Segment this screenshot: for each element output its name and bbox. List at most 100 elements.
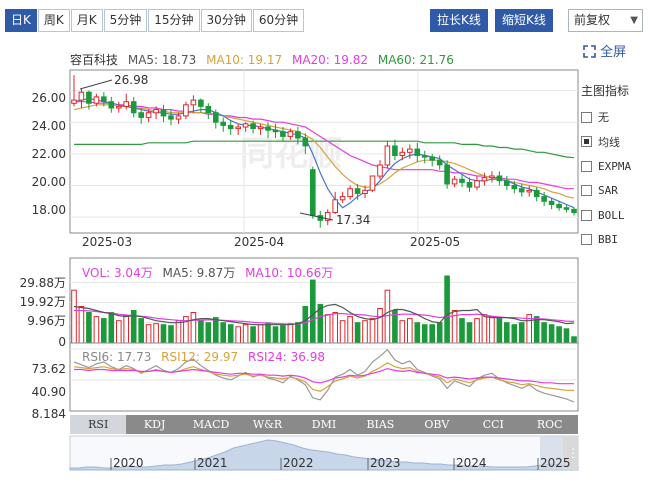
main-indicator-title: 主图指标	[581, 84, 630, 98]
y-tick: 26.00	[32, 91, 66, 105]
checkbox[interactable]	[581, 234, 592, 246]
indicator-bbi[interactable]: BBI	[581, 228, 647, 253]
high-annotation-line	[79, 79, 113, 90]
checkbox[interactable]	[581, 209, 592, 221]
ma60-line	[74, 140, 575, 159]
volume-bar	[407, 318, 413, 344]
candle	[130, 101, 137, 114]
candle	[511, 185, 518, 190]
tab-roc[interactable]: ROC	[536, 418, 563, 431]
volume-legend: VOL: 3.04万 MA5: 9.87万 MA10: 10.66万	[82, 264, 339, 281]
candle	[392, 145, 398, 156]
stretch-kline-button[interactable]: 拉长K线	[430, 9, 488, 32]
candle	[332, 199, 338, 214]
volume-bar	[108, 312, 115, 344]
volume-bar	[213, 317, 219, 344]
tab-cci[interactable]: CCI	[482, 418, 504, 431]
candle	[145, 112, 152, 118]
volume-bar	[518, 322, 525, 344]
checkbox[interactable]	[581, 160, 592, 172]
tab-week-k[interactable]: 周K	[37, 9, 70, 32]
candle	[153, 109, 159, 114]
volume-bar	[504, 322, 510, 344]
volume-bar	[496, 318, 503, 344]
chevron-down-icon: ▼	[630, 15, 638, 26]
indicator-ma[interactable]: 均线	[581, 130, 647, 155]
adjust-type-select[interactable]: 前复权 ▼	[568, 9, 643, 32]
rsi6-legend: RSI6: 17.73	[82, 350, 152, 364]
candle	[384, 145, 391, 166]
tab-month-k[interactable]: 月K	[70, 9, 103, 32]
volume-bar	[190, 312, 197, 344]
indicator-boll[interactable]: BOLL	[581, 203, 647, 228]
ma5-line	[73, 97, 575, 209]
volume-bar	[414, 322, 421, 344]
rsi24-legend: RSI24: 36.98	[247, 350, 325, 364]
indicator-sar[interactable]: SAR	[581, 179, 647, 204]
checkbox-checked[interactable]	[581, 136, 592, 148]
tab-macd[interactable]: MACD	[192, 418, 230, 431]
volume-bar	[93, 316, 100, 344]
volume-bar	[392, 310, 398, 344]
volume-bar	[242, 324, 249, 344]
volume-bar	[145, 324, 152, 344]
candle	[399, 151, 406, 157]
y-tick: 22.00	[32, 147, 66, 161]
volume-bar	[183, 316, 189, 344]
tab-30min[interactable]: 30分钟	[200, 9, 252, 32]
volume-bar	[459, 318, 465, 344]
tab-dmi[interactable]: DMI	[311, 418, 337, 431]
tab-bias[interactable]: BIAS	[366, 418, 395, 431]
candle	[175, 115, 182, 120]
volume-bar	[265, 322, 271, 344]
tab-rsi[interactable]: RSI	[70, 415, 127, 434]
volume-bar	[198, 320, 204, 344]
volume-bar	[429, 324, 435, 344]
candle	[339, 196, 346, 201]
nav-year: 2020	[113, 456, 144, 470]
checkbox[interactable]	[581, 111, 592, 123]
fullscreen-icon	[583, 45, 596, 58]
candle	[213, 112, 219, 123]
volume-bar	[347, 316, 353, 344]
watermark-icon: 同花顺	[240, 134, 342, 174]
candle	[548, 200, 555, 206]
volume-bar	[227, 324, 234, 344]
volume-bar	[362, 320, 368, 344]
rsi-y-tick: 40.90	[32, 385, 66, 399]
volume-bar	[451, 310, 458, 344]
volume-bar	[384, 289, 391, 344]
indicator-expma[interactable]: EXPMA	[581, 154, 647, 179]
candle	[108, 101, 115, 109]
volume-bar	[526, 314, 533, 344]
checkbox[interactable]	[581, 185, 592, 197]
candle	[518, 188, 525, 193]
candle	[571, 208, 577, 214]
candle	[556, 204, 562, 209]
volume-bar	[101, 318, 107, 344]
tab-obv[interactable]: OBV	[424, 418, 450, 431]
navigator	[69, 435, 579, 471]
indicator-none[interactable]: 无	[581, 105, 647, 130]
tab-60min[interactable]: 60分钟	[252, 9, 305, 32]
candle	[101, 96, 107, 103]
tab-15min[interactable]: 15分钟	[148, 9, 200, 32]
tab-kdj[interactable]: KDJ	[143, 418, 166, 431]
candle	[93, 96, 100, 104]
shrink-kline-button[interactable]: 缩短K线	[495, 9, 553, 32]
volume-bar	[116, 320, 122, 344]
tab-day-k[interactable]: 日K	[5, 9, 37, 32]
nav-year: 2023	[370, 456, 401, 470]
ma10-legend: MA10: 19.17	[206, 53, 283, 67]
tab-wr[interactable]: W&R	[252, 418, 283, 431]
candle	[205, 105, 212, 114]
candle	[414, 148, 421, 156]
volume-bar	[332, 312, 338, 344]
fullscreen-button[interactable]: 全屏	[583, 41, 626, 60]
x-tick: 2025-03	[82, 235, 132, 249]
vol-y-tick: 9.96万	[27, 314, 66, 328]
volume-bar	[444, 275, 450, 344]
tab-5min[interactable]: 5分钟	[103, 9, 148, 32]
rsi-legend: RSI6: 17.73 RSI12: 29.97 RSI24: 36.98	[82, 350, 331, 364]
